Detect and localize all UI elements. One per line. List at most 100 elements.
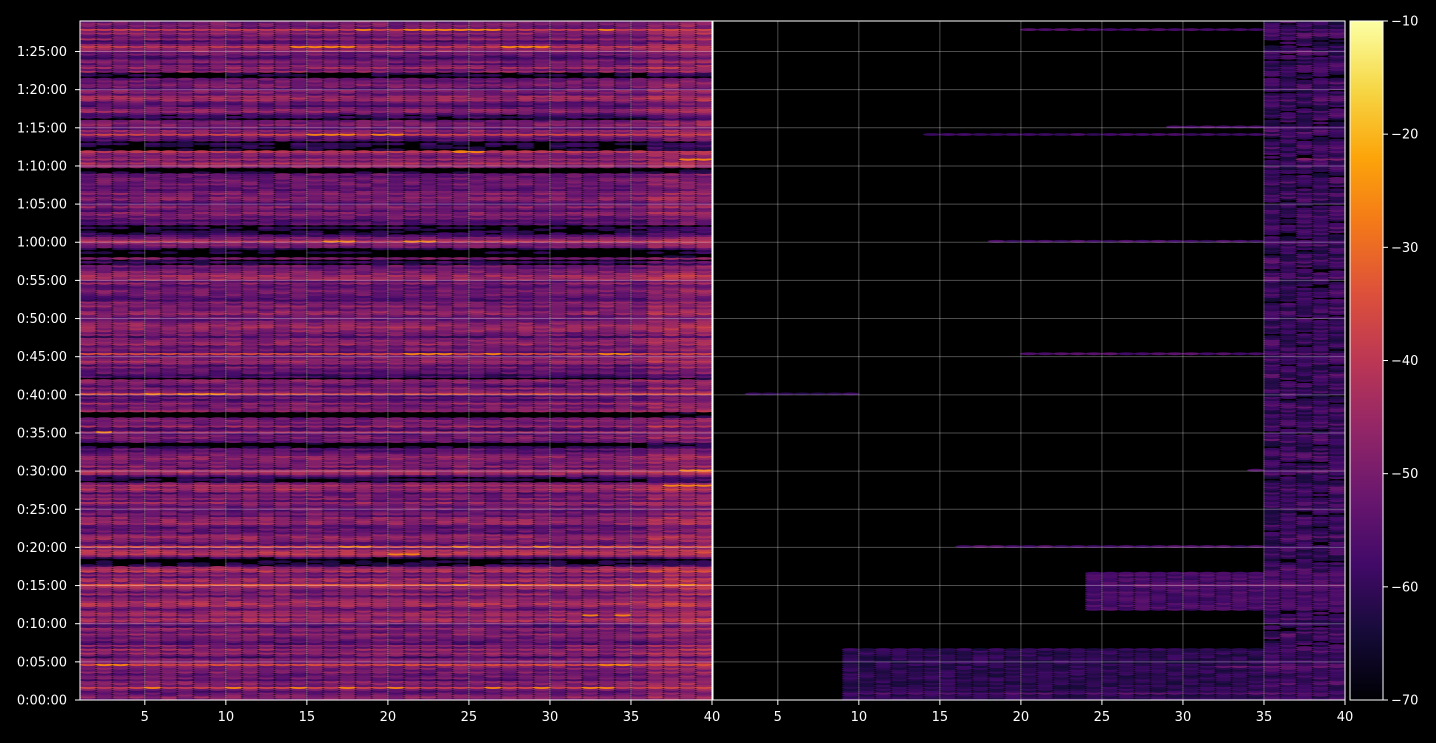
heatmap-cell — [192, 672, 211, 676]
heatmap-cell — [630, 672, 648, 676]
heatmap-cell — [306, 482, 324, 485]
heatmap-cell — [435, 672, 454, 676]
heatmap-cell — [419, 560, 438, 564]
heatmap-cell — [614, 560, 632, 564]
heatmap-cell — [597, 482, 616, 485]
heatmap-cell — [322, 672, 341, 676]
heatmap-cell — [419, 447, 438, 451]
heatmap-cell — [532, 672, 551, 676]
heatmap-cell — [435, 566, 454, 569]
heatmap-cell — [354, 482, 373, 485]
heatmap-cell — [662, 560, 681, 564]
heatmap-cell — [111, 482, 130, 485]
heatmap-cell — [597, 648, 616, 651]
heatmap-cell — [403, 482, 422, 485]
heatmap-cell — [144, 648, 162, 651]
heatmap-cell — [565, 482, 584, 485]
heatmap-cell — [273, 672, 292, 676]
heatmap-cell — [387, 672, 405, 676]
heatmap-cell — [80, 482, 97, 485]
heatmap-cell — [370, 672, 389, 676]
heatmap-cell — [144, 562, 162, 565]
heatmap-cell — [484, 482, 503, 485]
heatmap-cell — [630, 560, 648, 564]
heatmap-cell — [387, 447, 405, 451]
heatmap-cell — [468, 478, 486, 482]
heatmap-cell — [257, 566, 276, 569]
heatmap-cell — [468, 566, 486, 569]
heatmap-cell — [322, 482, 341, 485]
heatmap-cell — [241, 482, 260, 485]
heatmap-cell — [208, 447, 227, 451]
heatmap-cell — [144, 672, 162, 676]
heatmap-cell — [484, 648, 503, 651]
heatmap-cell — [176, 562, 195, 565]
heatmap-cell — [95, 560, 114, 564]
heatmap-cell — [160, 482, 179, 485]
heatmap-cell — [630, 564, 648, 567]
heatmap-cell — [192, 482, 211, 485]
heatmap-cell — [338, 672, 357, 676]
heatmap-cell — [111, 566, 130, 569]
heatmap-cell — [111, 672, 130, 676]
heatmap-cell — [160, 648, 179, 651]
heatmap-cell — [581, 482, 600, 485]
heatmap-cell — [662, 648, 681, 651]
heatmap-cell — [451, 672, 470, 676]
heatmap-cell — [354, 560, 373, 564]
heatmap-cell — [257, 447, 276, 451]
heatmap-cell — [549, 560, 567, 564]
heatmap-cell — [370, 562, 389, 565]
heatmap-cell — [630, 482, 648, 485]
heatmap-cell — [516, 560, 535, 564]
heatmap-cell — [127, 648, 146, 651]
heatmap-cell — [241, 648, 260, 651]
heatmap-cell — [80, 564, 97, 567]
heatmap-cell — [468, 482, 486, 485]
heatmap-cell — [597, 672, 616, 676]
heatmap-cell — [289, 562, 308, 565]
heatmap-cell — [387, 648, 405, 651]
heatmap-cell — [532, 564, 551, 567]
heatmap-cell — [354, 566, 373, 569]
heatmap-cell — [549, 648, 567, 651]
heatmap-cell — [225, 447, 243, 451]
heatmap-cell — [484, 672, 503, 676]
heatmap-cell — [565, 648, 584, 651]
heatmap-cell — [451, 482, 470, 485]
heatmap-cell — [403, 562, 422, 565]
heatmap-cell — [273, 560, 292, 564]
heatmap-cell — [614, 482, 632, 485]
heatmap-cell — [257, 672, 276, 676]
heatmap-cell — [451, 648, 470, 651]
heatmap-cell — [273, 564, 292, 567]
heatmap-cell — [549, 672, 567, 676]
heatmap-cell — [532, 648, 551, 651]
heatmap-cell — [127, 480, 146, 483]
heatmap-cell — [306, 672, 324, 676]
heatmap-cell — [614, 648, 632, 651]
heatmap-cell — [516, 482, 535, 485]
heatmap-cell — [127, 672, 146, 676]
heatmap-cell — [338, 648, 357, 651]
heatmap-cell — [306, 564, 324, 567]
heatmap-cell — [678, 560, 697, 564]
heatmap-cell — [695, 672, 712, 676]
heatmap-cell — [468, 672, 486, 676]
heatmap-cell — [532, 560, 551, 564]
heatmap-cell — [176, 648, 195, 651]
heatmap-cell — [95, 672, 114, 676]
heatmap-cell — [192, 648, 211, 651]
heatmap-cell — [565, 564, 584, 567]
heatmap-cell — [435, 560, 454, 564]
heatmap-cell — [95, 482, 114, 485]
heatmap-cell — [370, 648, 389, 651]
heatmap-cell — [273, 482, 292, 485]
heatmap-cell — [289, 482, 308, 485]
heatmap-cell — [662, 672, 681, 676]
heatmap-cell — [160, 672, 179, 676]
heatmap-cell — [614, 672, 632, 676]
heatmap-cell — [451, 560, 470, 564]
heatmap-cell — [322, 447, 341, 451]
